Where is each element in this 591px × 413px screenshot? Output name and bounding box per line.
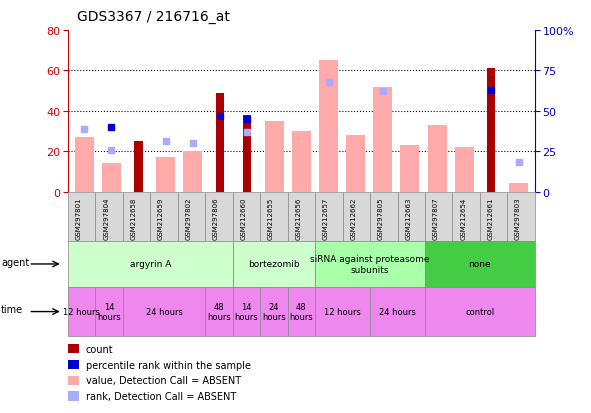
- Text: GSM212663: GSM212663: [405, 197, 411, 240]
- Text: GSM212657: GSM212657: [323, 197, 329, 240]
- Bar: [243, 116, 251, 192]
- Text: GSM212660: GSM212660: [241, 197, 246, 240]
- Bar: [74, 138, 94, 192]
- Text: bortezomib: bortezomib: [248, 260, 300, 269]
- Text: GSM212661: GSM212661: [488, 197, 493, 240]
- Text: 24 hours: 24 hours: [145, 307, 183, 316]
- Text: agent: agent: [1, 257, 30, 267]
- Text: GSM212658: GSM212658: [131, 197, 137, 240]
- Bar: [401, 146, 420, 192]
- Bar: [374, 88, 392, 192]
- Text: GSM297807: GSM297807: [433, 197, 439, 240]
- Text: GSM297802: GSM297802: [186, 197, 191, 240]
- Text: value, Detection Call = ABSENT: value, Detection Call = ABSENT: [86, 375, 241, 385]
- Text: time: time: [1, 305, 23, 315]
- Bar: [265, 121, 284, 192]
- Text: rank, Detection Call = ABSENT: rank, Detection Call = ABSENT: [86, 391, 236, 401]
- Bar: [135, 142, 142, 192]
- Text: GSM297801: GSM297801: [76, 197, 82, 240]
- Bar: [216, 93, 224, 192]
- Bar: [156, 158, 175, 192]
- Text: GSM212655: GSM212655: [268, 197, 274, 240]
- Text: 14
hours: 14 hours: [98, 302, 121, 321]
- Text: 48
hours: 48 hours: [207, 302, 231, 321]
- Text: none: none: [469, 260, 491, 269]
- Text: siRNA against proteasome
subunits: siRNA against proteasome subunits: [310, 255, 430, 274]
- Text: 12 hours: 12 hours: [324, 307, 361, 316]
- Text: GSM212656: GSM212656: [296, 197, 301, 240]
- Text: 14
hours: 14 hours: [235, 302, 258, 321]
- Text: control: control: [465, 307, 495, 316]
- Text: GSM212662: GSM212662: [350, 197, 356, 240]
- Bar: [455, 148, 474, 192]
- Text: GSM297804: GSM297804: [103, 197, 109, 240]
- Bar: [319, 61, 338, 192]
- Bar: [292, 132, 311, 192]
- Text: GSM212654: GSM212654: [460, 197, 466, 240]
- Text: GSM297803: GSM297803: [515, 197, 521, 240]
- Bar: [102, 164, 121, 192]
- Text: 24
hours: 24 hours: [262, 302, 286, 321]
- Text: count: count: [86, 344, 113, 354]
- Text: GSM297806: GSM297806: [213, 197, 219, 240]
- Text: GSM297805: GSM297805: [378, 197, 384, 240]
- Text: argyrin A: argyrin A: [129, 260, 171, 269]
- Text: percentile rank within the sample: percentile rank within the sample: [86, 360, 251, 370]
- Text: 12 hours: 12 hours: [63, 307, 100, 316]
- Bar: [183, 152, 202, 192]
- Bar: [509, 184, 528, 192]
- Bar: [346, 135, 365, 192]
- Bar: [428, 126, 447, 192]
- Bar: [488, 69, 495, 192]
- Text: GDS3367 / 216716_at: GDS3367 / 216716_at: [77, 10, 230, 24]
- Text: GSM212659: GSM212659: [158, 197, 164, 240]
- Text: 24 hours: 24 hours: [379, 307, 416, 316]
- Text: 48
hours: 48 hours: [290, 302, 313, 321]
